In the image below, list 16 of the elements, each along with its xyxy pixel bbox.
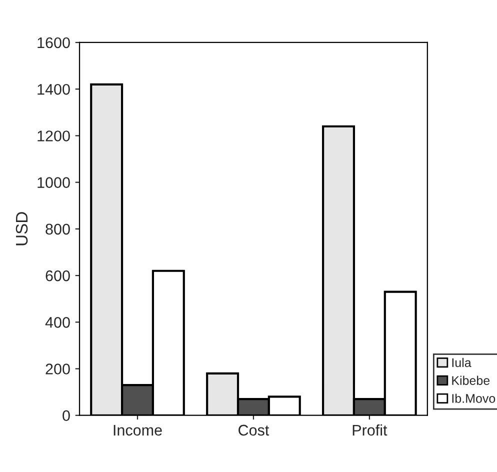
y-tick-label: 1200	[38, 130, 70, 142]
y-tick-label: 600	[46, 270, 70, 282]
y-tick-label: 400	[45, 317, 70, 328]
y-tick-label: 800	[46, 224, 70, 235]
x-tick-label: Cost	[238, 424, 270, 436]
legend-label: Ib.Movo	[452, 394, 496, 403]
x-tick-label: Profit	[352, 424, 388, 436]
y-tick-label: 1600	[38, 37, 70, 48]
legend-label: Iula	[452, 358, 472, 368]
y-tick-label: 0	[62, 410, 70, 422]
y-tick-label: 1400	[38, 84, 70, 95]
y-tick-label: 1000	[38, 177, 70, 188]
y-tick-label: 200	[46, 364, 70, 374]
y-axis-title: USD	[16, 212, 28, 246]
x-tick-label: Income	[114, 424, 162, 436]
legend-label: Kibebe	[452, 376, 490, 385]
